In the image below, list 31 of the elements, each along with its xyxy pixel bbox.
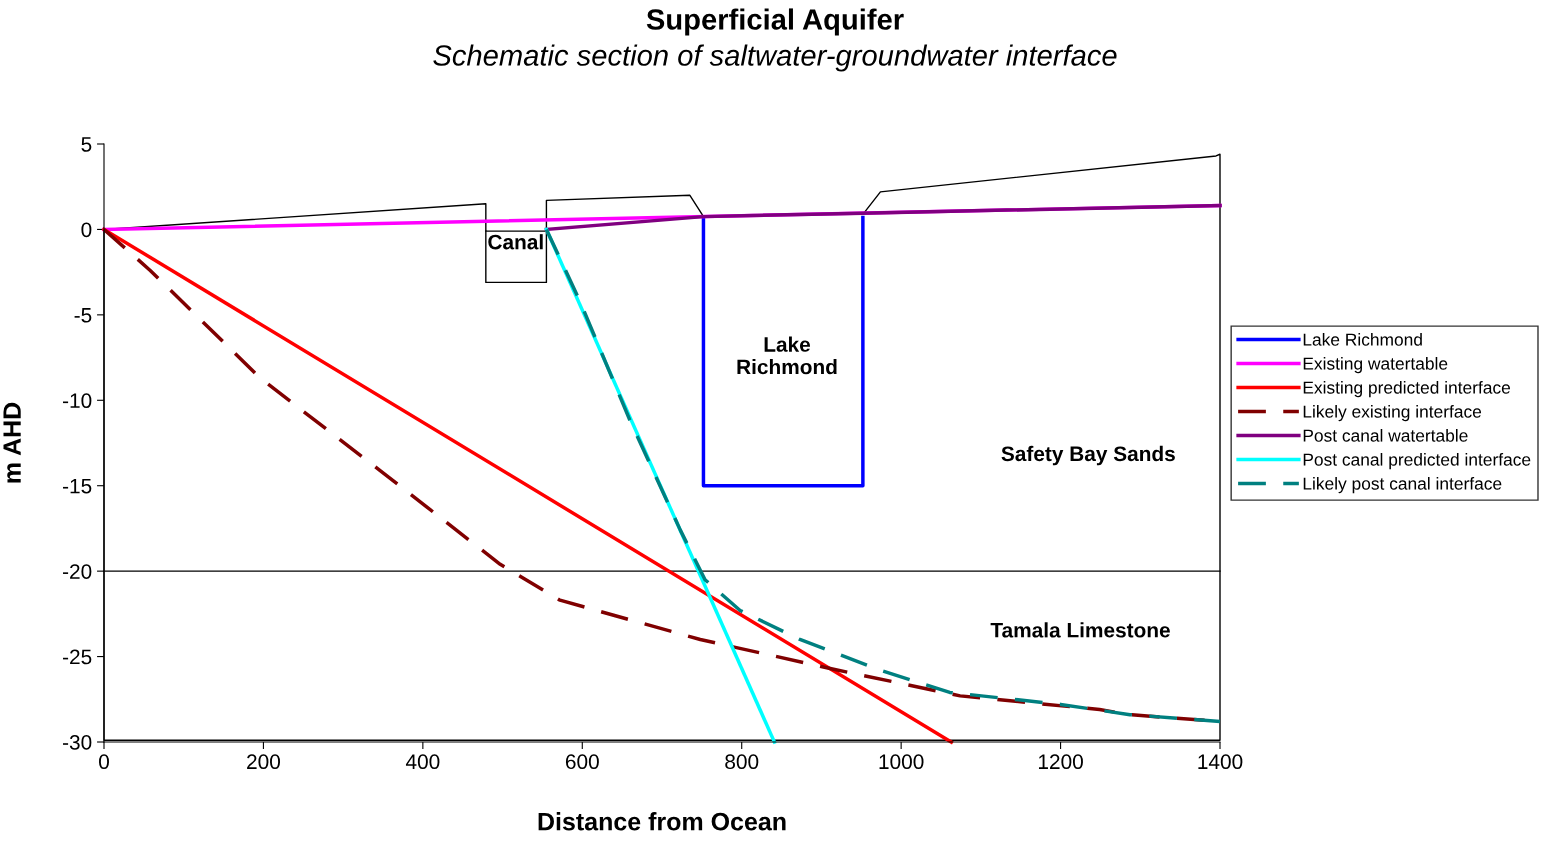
y-tick-label: -15 <box>63 478 92 494</box>
y-tick-label: -25 <box>63 649 92 665</box>
legend-label: Existing watertable <box>1303 357 1448 374</box>
x-tick-label: 1200 <box>1038 754 1083 770</box>
y-axis-title: m AHD <box>3 402 21 483</box>
x-tick-label: 600 <box>565 754 599 770</box>
y-tick-label: -5 <box>74 308 92 323</box>
x-tick-label: 400 <box>405 754 440 770</box>
y-tick-label: -20 <box>63 564 92 579</box>
y-tick-label: 5 <box>81 137 92 152</box>
legend-label: Likely existing interface <box>1303 405 1482 422</box>
y-tick-label: 0 <box>81 222 92 238</box>
x-tick-label: 200 <box>247 754 280 770</box>
chart-title: Superficial Aquifer <box>646 8 904 36</box>
annotation: Safety Bay Sands <box>1001 445 1175 466</box>
x-tick-label: 800 <box>725 754 759 770</box>
y-tick-label: -10 <box>63 393 92 409</box>
chart-subtitle: Schematic section of saltwater-groundwater interface <box>433 44 1117 72</box>
y-tick-label: -30 <box>63 735 92 750</box>
x-tick-label: 1400 <box>1198 754 1243 770</box>
annotation: Lake Richmond <box>737 336 837 375</box>
legend-label: Likely post canal interface <box>1303 477 1502 494</box>
annotation: Canal <box>488 234 543 250</box>
legend-label: Post canal watertable <box>1303 429 1468 442</box>
x-axis-title: Distance from Ocean <box>538 812 786 831</box>
legend-label: Existing predicted interface <box>1303 381 1511 398</box>
legend-label: Lake Richmond <box>1303 333 1422 346</box>
x-tick-label: 0 <box>99 754 109 770</box>
annotation: Tamala Limestone <box>990 622 1170 638</box>
x-tick-label: 1000 <box>879 754 924 770</box>
legend-label: Post canal predicted interface <box>1303 453 1531 470</box>
